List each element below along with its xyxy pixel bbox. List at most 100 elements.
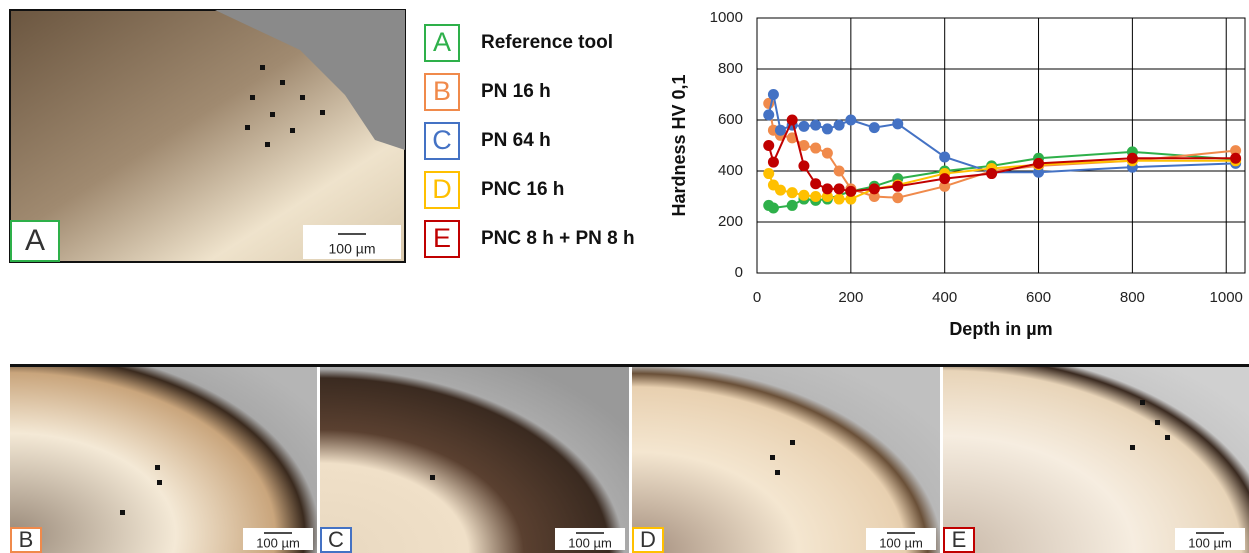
y-tick-label: 400 (718, 162, 743, 179)
data-point (833, 183, 845, 195)
panel-label: C (328, 527, 344, 552)
scale-bar-box (1175, 528, 1245, 550)
data-point (833, 193, 845, 205)
data-point (786, 132, 798, 144)
micrographs (9, 9, 1249, 553)
data-point (1230, 145, 1242, 157)
data-point (845, 185, 857, 197)
data-point (798, 189, 810, 201)
indent (280, 80, 285, 85)
legend-box (424, 122, 460, 160)
data-point (821, 123, 833, 135)
legend-box (424, 220, 460, 258)
data-point (763, 109, 775, 121)
scale-bar-label: 100 µm (256, 535, 300, 550)
panel-label: A (25, 224, 45, 257)
indent (290, 128, 295, 133)
legend-letter: A (433, 27, 451, 57)
micrograph (320, 366, 629, 553)
indent (770, 455, 775, 460)
data-point (1126, 152, 1138, 164)
indent (1155, 420, 1160, 425)
panel-label-box (320, 527, 352, 553)
data-point (810, 191, 822, 202)
y-tick-label: 800 (718, 60, 743, 77)
legend-label: PNC 8 h + PN 8 h (481, 228, 635, 249)
data-point (821, 183, 833, 195)
scale-bar-box (303, 225, 401, 259)
y-tick-label: 200 (718, 213, 743, 230)
micrograph (10, 366, 317, 553)
indent (1130, 445, 1135, 450)
scale-bar-box (243, 528, 313, 550)
legend-box (424, 171, 460, 209)
indent (300, 95, 305, 100)
frame (10, 364, 1249, 367)
legend-label: Reference tool (481, 32, 613, 53)
indent (320, 110, 325, 115)
indent (1140, 400, 1145, 405)
indent (430, 475, 435, 480)
indent (120, 510, 125, 515)
panel-label: D (640, 527, 656, 552)
x-tick-label: 600 (1026, 289, 1051, 306)
series-line (767, 94, 1236, 174)
x-tick-label: 800 (1120, 289, 1145, 306)
data-point (763, 140, 775, 151)
data-point (767, 89, 779, 100)
scale-bar-label: 100 µm (568, 535, 612, 550)
legend-letter: D (432, 174, 452, 204)
data-point (763, 168, 775, 180)
panel-label: B (19, 527, 34, 552)
y-tick-label: 0 (735, 264, 743, 281)
data-point (892, 118, 904, 130)
legend-label: PN 64 h (481, 130, 551, 151)
y-tick-label: 1000 (710, 9, 743, 26)
indent (265, 142, 270, 147)
data-point (810, 142, 822, 154)
series-line (767, 116, 1236, 193)
indent (1165, 435, 1170, 440)
indent (270, 112, 275, 117)
indent (155, 465, 160, 470)
data-point (868, 122, 880, 134)
legend-letter: C (432, 125, 452, 155)
data-point (821, 191, 833, 202)
data-point (786, 187, 798, 199)
data-point (939, 151, 951, 163)
data-point (1230, 152, 1242, 164)
data-point (1033, 166, 1045, 178)
data-point (939, 173, 951, 185)
legend-label: PN 16 h (481, 81, 551, 102)
indent (260, 65, 265, 70)
data-point (786, 114, 798, 126)
data-point (868, 191, 880, 202)
indent (250, 95, 255, 100)
data-point (939, 180, 951, 192)
data-point (798, 120, 810, 132)
data-point (798, 140, 810, 151)
data-point (892, 192, 904, 204)
data-point (774, 184, 786, 196)
data-point (1033, 157, 1045, 169)
series-line (767, 159, 1236, 201)
y-axis-title: Hardness HV 0,1 (669, 74, 689, 216)
data-point (833, 165, 845, 177)
indent (790, 440, 795, 445)
data-point (767, 202, 779, 214)
plot-border (756, 17, 1246, 274)
x-tick-label: 0 (753, 289, 761, 306)
panel-label-box (632, 527, 664, 553)
legend-letter: B (433, 76, 451, 106)
data-point (986, 168, 998, 180)
legend-label: PNC 16 h (481, 179, 564, 200)
x-tick-label: 200 (838, 289, 863, 306)
x-tick-label: 400 (932, 289, 957, 306)
data-point (845, 114, 857, 126)
x-tick-label: 1000 (1210, 289, 1243, 306)
micrograph (632, 366, 940, 553)
data-point (810, 178, 822, 190)
panel-label-box (943, 527, 975, 553)
data-point (833, 119, 845, 131)
